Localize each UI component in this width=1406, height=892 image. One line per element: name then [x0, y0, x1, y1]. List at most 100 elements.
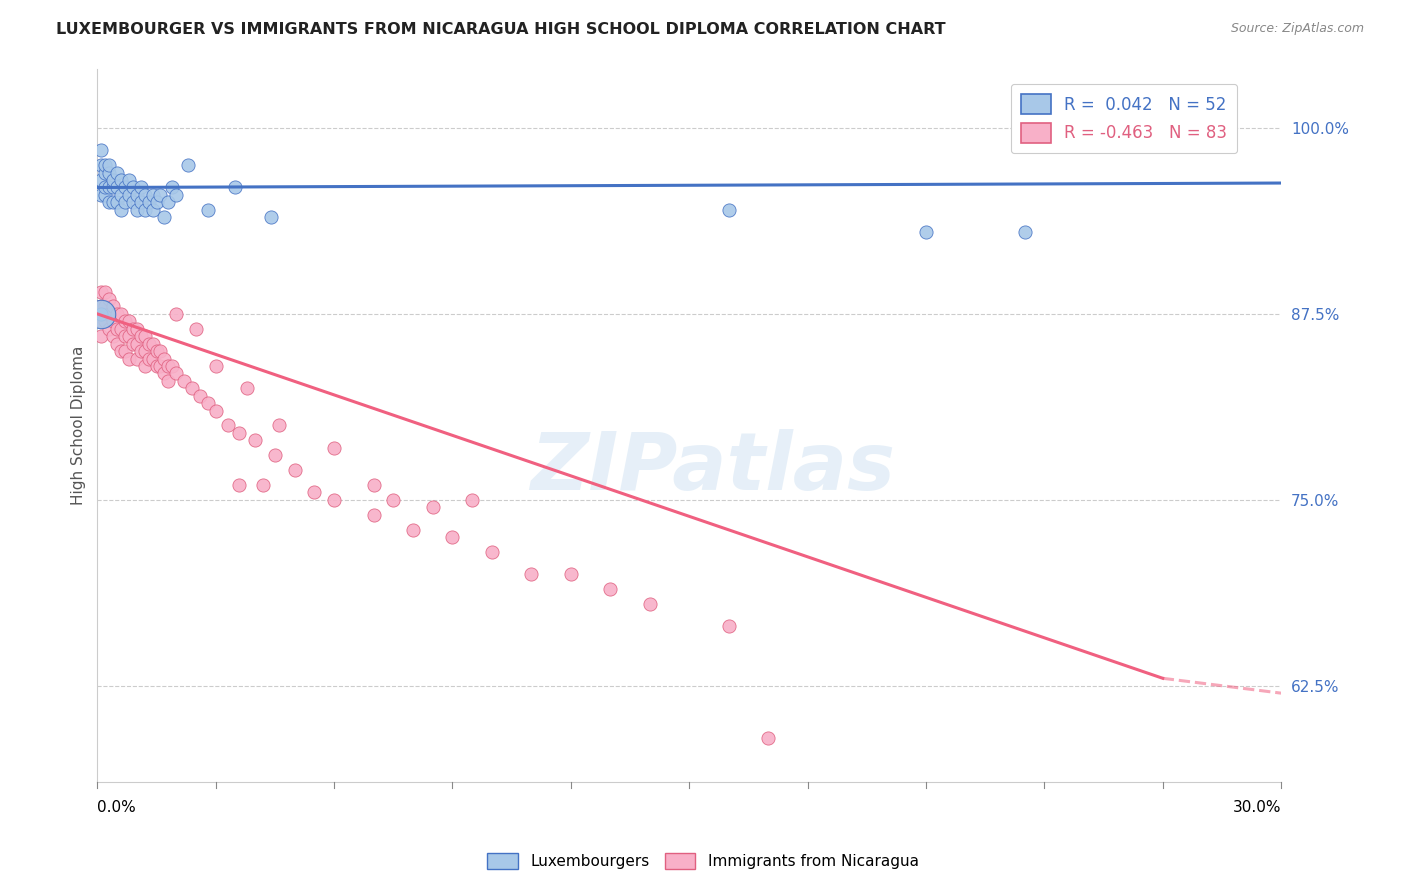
Point	[94, 188, 117, 202]
Point	[153, 211, 176, 225]
Point	[717, 202, 740, 217]
Point	[560, 567, 582, 582]
Point	[184, 322, 207, 336]
Point	[252, 478, 274, 492]
Point	[173, 374, 195, 388]
Point	[98, 322, 121, 336]
Point	[110, 173, 132, 187]
Y-axis label: High School Diploma: High School Diploma	[72, 346, 86, 505]
Point	[110, 202, 132, 217]
Point	[98, 158, 121, 172]
Point	[94, 285, 117, 299]
Point	[129, 180, 152, 194]
Point	[177, 158, 200, 172]
Point	[118, 188, 141, 202]
Point	[267, 418, 290, 433]
Point	[105, 307, 128, 321]
Point	[101, 173, 124, 187]
Text: 0.0%: 0.0%	[97, 800, 136, 815]
Point	[105, 336, 128, 351]
Point	[90, 144, 112, 158]
Point	[125, 322, 148, 336]
Text: Source: ZipAtlas.com: Source: ZipAtlas.com	[1230, 22, 1364, 36]
Point	[236, 381, 259, 395]
Point	[363, 508, 385, 522]
Point	[98, 195, 121, 210]
Point	[101, 300, 124, 314]
Point	[129, 195, 152, 210]
Point	[114, 344, 136, 359]
Point	[1191, 128, 1213, 143]
Point	[101, 195, 124, 210]
Point	[149, 359, 172, 373]
Point	[197, 396, 219, 410]
Text: LUXEMBOURGER VS IMMIGRANTS FROM NICARAGUA HIGH SCHOOL DIPLOMA CORRELATION CHART: LUXEMBOURGER VS IMMIGRANTS FROM NICARAGU…	[56, 22, 946, 37]
Point	[134, 344, 156, 359]
Point	[638, 597, 661, 611]
Point	[204, 403, 226, 417]
Point	[197, 202, 219, 217]
Point	[94, 314, 117, 328]
Point	[153, 351, 176, 366]
Point	[101, 180, 124, 194]
Point	[304, 485, 326, 500]
Point	[94, 300, 117, 314]
Point	[105, 322, 128, 336]
Point	[98, 180, 121, 194]
Point	[118, 314, 141, 328]
Point	[402, 523, 425, 537]
Point	[114, 195, 136, 210]
Point	[110, 188, 132, 202]
Point	[110, 322, 132, 336]
Point	[481, 545, 503, 559]
Text: 30.0%: 30.0%	[1233, 800, 1281, 815]
Point	[134, 202, 156, 217]
Point	[125, 351, 148, 366]
Point	[138, 336, 160, 351]
Point	[717, 619, 740, 633]
Point	[90, 314, 112, 328]
Point	[98, 292, 121, 306]
Point	[90, 300, 112, 314]
Point	[162, 359, 184, 373]
Point	[90, 329, 112, 343]
Point	[145, 195, 167, 210]
Point	[94, 166, 117, 180]
Point	[90, 158, 112, 172]
Point	[162, 180, 184, 194]
Point	[114, 314, 136, 328]
Point	[1152, 121, 1174, 136]
Point	[90, 307, 112, 321]
Point	[94, 158, 117, 172]
Point	[153, 367, 176, 381]
Point	[228, 425, 250, 440]
Point	[323, 441, 346, 455]
Point	[125, 188, 148, 202]
Point	[228, 478, 250, 492]
Point	[118, 173, 141, 187]
Point	[118, 329, 141, 343]
Point	[90, 285, 112, 299]
Point	[134, 359, 156, 373]
Point	[157, 359, 180, 373]
Point	[114, 329, 136, 343]
Point	[105, 166, 128, 180]
Point	[520, 567, 543, 582]
Point	[98, 307, 121, 321]
Point	[121, 180, 143, 194]
Point	[98, 166, 121, 180]
Point	[142, 188, 165, 202]
Point	[441, 530, 464, 544]
Point	[284, 463, 307, 477]
Point	[224, 180, 246, 194]
Point	[323, 492, 346, 507]
Point	[165, 307, 187, 321]
Text: ZIPatlas: ZIPatlas	[530, 429, 896, 508]
Point	[90, 307, 112, 321]
Point	[105, 195, 128, 210]
Point	[138, 351, 160, 366]
Point	[90, 188, 112, 202]
Point	[118, 351, 141, 366]
Point	[188, 389, 211, 403]
Point	[101, 314, 124, 328]
